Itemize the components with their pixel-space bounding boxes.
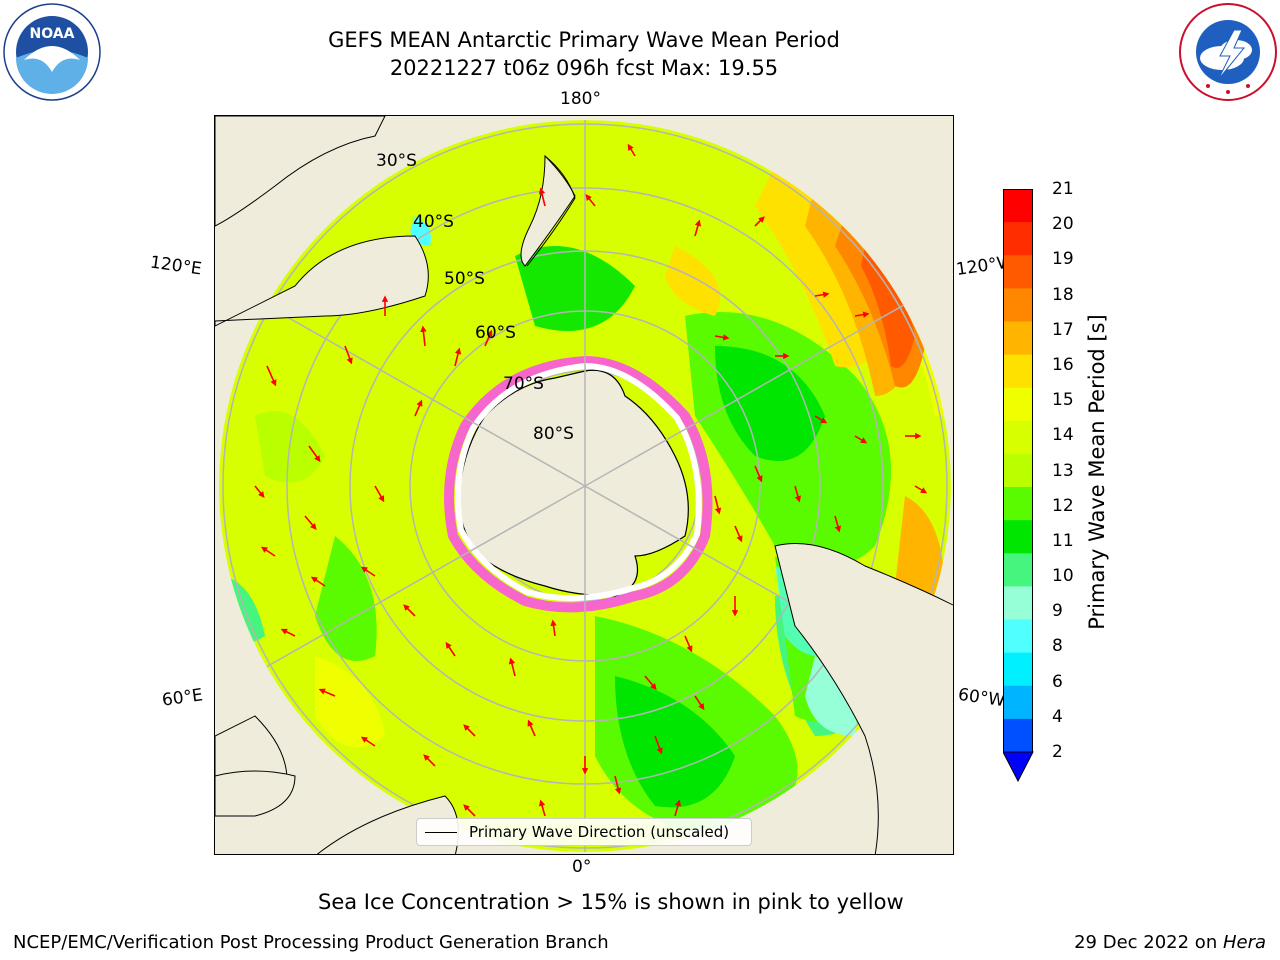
colorbar-tick-label: 10	[1052, 566, 1074, 587]
colorbar-tick-label: 2	[1052, 742, 1063, 762]
colorbar-segment	[1003, 586, 1033, 621]
colorbar-tick-label: 18	[1052, 284, 1074, 305]
colorbar-segment	[1003, 354, 1033, 389]
colorbar-tick-label: 13	[1052, 460, 1074, 481]
colorbar-tick-label: 17	[1052, 319, 1074, 340]
chart-title: GEFS MEAN Antarctic Primary Wave Mean Pe…	[328, 28, 840, 52]
colorbar-segment	[1003, 652, 1033, 687]
colorbar-segment	[1003, 685, 1033, 720]
colorbar-segment	[1003, 255, 1033, 289]
colorbar	[1003, 189, 1034, 783]
polar-map	[214, 115, 954, 855]
colorbar-segment	[1003, 553, 1033, 587]
lon-label-0: 0°	[572, 857, 592, 877]
run-date-prefix: 29 Dec 2022 on	[1074, 932, 1223, 953]
colorbar-segment	[1003, 619, 1033, 654]
lat-label-30s: 30°S	[376, 151, 417, 171]
sea-ice-edge	[444, 355, 713, 613]
colorbar-segment	[1003, 288, 1033, 322]
lon-label-120e: 120°E	[148, 252, 203, 280]
colorbar-tick-label: 11	[1052, 530, 1074, 551]
map-canvas	[215, 116, 953, 854]
colorbar-tick-label: 21	[1052, 179, 1074, 199]
colorbar-tick-label: 6	[1052, 671, 1063, 692]
colorbar-segment	[1003, 453, 1033, 488]
colorbar-tick-label: 8	[1052, 636, 1063, 657]
lon-label-60w: 60°W	[956, 684, 1007, 712]
noaa-logo: NOAA	[3, 3, 101, 101]
colorbar-segment	[1003, 718, 1033, 753]
colorbar-tick-label: 19	[1052, 249, 1074, 270]
colorbar-segment	[1003, 222, 1033, 256]
lat-label-60s: 60°S	[475, 323, 516, 343]
colorbar-segment	[1003, 321, 1033, 356]
colorbar-tick-label: 16	[1052, 354, 1074, 375]
run-date: 29 Dec 2022 on Hera	[1074, 932, 1266, 953]
colorbar-tick-label: 14	[1052, 425, 1074, 446]
colorbar-under-arrow	[1003, 752, 1033, 781]
wave-direction-arrows	[254, 143, 928, 817]
lat-label-50s: 50°S	[444, 269, 485, 289]
legend-line	[425, 832, 457, 833]
colorbar-label: Primary Wave Mean Period [s]	[1085, 314, 1109, 630]
colorbar-tick-label: 9	[1052, 601, 1063, 622]
lon-label-60e: 60°E	[160, 685, 205, 711]
lat-label-70s: 70°S	[503, 374, 544, 394]
chart-subtitle: 20221227 t06z 096h fcst Max: 19.55	[389, 56, 779, 80]
lon-label-180: 180°	[560, 89, 601, 109]
lat-label-40s: 40°S	[413, 212, 454, 232]
colorbar-segment	[1003, 420, 1033, 455]
sea-ice-note: Sea Ice Concentration > 15% is shown in …	[318, 890, 904, 914]
colorbar-segment	[1003, 520, 1033, 554]
lat-label-80s: 80°S	[533, 424, 574, 444]
map-legend: Primary Wave Direction (unscaled)	[416, 818, 752, 846]
colorbar-segment	[1003, 387, 1033, 422]
colorbar-tick-label: 20	[1052, 214, 1074, 235]
run-machine: Hera	[1222, 932, 1266, 953]
colorbar-segment	[1003, 189, 1033, 223]
colorbar-tick-label: 15	[1052, 390, 1074, 411]
colorbar-tick-label: 4	[1052, 706, 1063, 727]
colorbar-segment	[1003, 487, 1033, 521]
svg-text:NOAA: NOAA	[30, 26, 75, 42]
colorbar-tick-label: 12	[1052, 495, 1074, 516]
legend-label: Primary Wave Direction (unscaled)	[469, 823, 730, 841]
nws-logo	[1179, 3, 1277, 101]
producer-credit: NCEP/EMC/Verification Post Processing Pr…	[13, 932, 609, 953]
sea-ice-inner	[454, 362, 702, 602]
